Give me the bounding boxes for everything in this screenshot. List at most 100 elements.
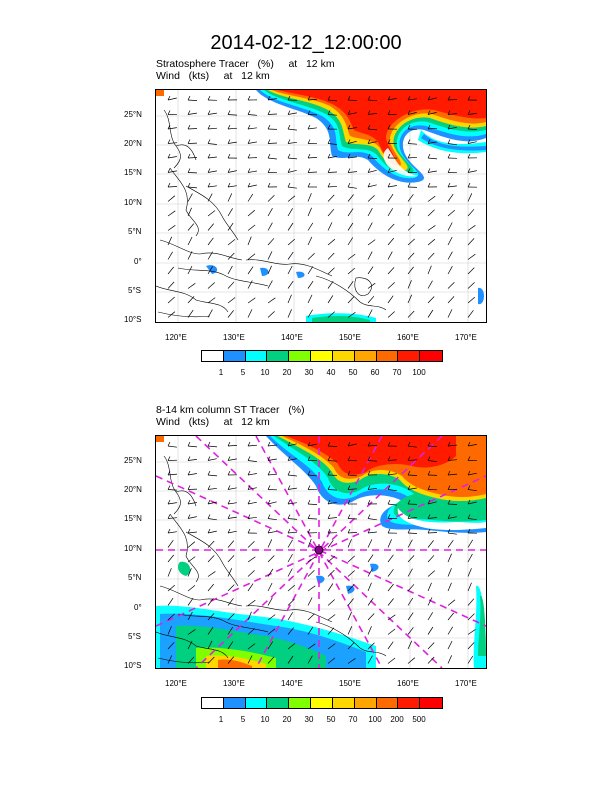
wind-barb-feather [387,470,391,476]
wind-barb [207,156,217,159]
wind-barb [207,251,213,260]
wind-barb [367,266,374,275]
wind-barb-feather [447,514,451,519]
wind-barb-feather [267,441,271,447]
wind-barb [427,517,437,519]
wind-barb [447,640,453,650]
wind-barb [427,582,432,592]
wind-barb [267,311,275,318]
panel2-legend-label: 1 [218,715,224,724]
wind-barb [187,128,198,130]
wind-barb [287,643,296,650]
wind-barb [347,194,354,202]
wind-barb [387,185,397,188]
wind-barb [387,251,393,260]
wind-barb [347,267,356,275]
panel2-colorbar [201,697,443,709]
wind-barb [247,266,254,275]
panel1-lon-label: 130°E [223,333,245,342]
wind-barb [167,195,176,202]
wind-barb [247,599,256,606]
wind-barb-feather [287,441,291,447]
wind-barb [347,171,358,173]
wind-barb-feather [387,499,391,505]
wind-barb [227,310,234,318]
panel1-lat-label: 10°S [124,315,142,324]
wind-barb [187,112,197,115]
wind-barb [427,112,437,115]
wind-barb-feather [267,139,271,144]
wind-barb-feather [207,441,211,447]
panel1-subtitle: Stratosphere Tracer (%) at 12 km [156,58,335,70]
wind-barb-feather [227,139,231,144]
panel1-lon-label: 120°E [165,333,187,342]
wind-barb [167,502,177,505]
panel2-center-marker [314,545,324,555]
wind-barb [287,531,298,534]
wind-barb [247,460,257,462]
wind-barb-feather [347,441,351,447]
wind-barb [167,473,178,476]
wind-barb-feather [167,153,171,159]
panel1-map [155,89,487,323]
wind-barb [347,598,354,606]
wind-barb-feather [407,153,411,159]
wind-barb [447,251,453,260]
wind-barb-feather [167,456,171,461]
wind-barb [167,210,176,217]
wind-barb [207,282,215,289]
colorbar-swatch [202,351,224,361]
wind-barb-feather [447,168,451,173]
wind-barb-feather [287,182,291,188]
wind-barb [367,208,373,217]
wind-barb-feather [447,110,451,115]
wind-barb [227,281,235,289]
wind-barb [187,223,195,231]
wind-barb [207,193,213,202]
wind-barb [387,223,395,231]
wind-barb [447,193,454,202]
wind-barb [387,614,396,621]
panel1-lon-label: 150°E [339,333,361,342]
panel1-colorbar [201,350,443,362]
wind-barb [207,487,217,490]
wind-barb [467,238,475,246]
wind-barb [247,193,254,202]
colorbar-swatch [420,698,442,708]
wind-barb-feather [407,514,411,519]
wind-barb-feather [387,528,391,534]
wind-barb [247,643,256,650]
wind-barb [447,281,455,289]
wind-barb [407,156,418,159]
wind-barb [387,503,397,506]
wind-barb [347,208,354,217]
wind-barb [247,556,256,563]
wind-barb [427,209,435,217]
wind-barb [427,309,434,318]
wind-barb [347,127,357,130]
wind-barb [307,127,317,130]
wind-barb-feather [427,528,431,534]
wind-barb-feather [427,456,431,461]
wind-barb [447,582,452,592]
wind-barb-feather [167,182,171,188]
wind-barb-feather [167,528,171,534]
wind-barb-feather [467,168,471,173]
wind-barb [407,207,412,217]
wind-barb-feather [347,139,351,144]
wind-barb-feather [467,441,471,447]
wind-barb [347,222,354,231]
wind-barb-feather [307,514,311,519]
wind-barb [407,657,416,664]
wind-barb-feather [407,441,411,447]
wind-barb-feather [427,139,431,144]
wind-barb [327,501,337,505]
wind-barb [407,627,414,635]
wind-barb [287,195,296,202]
wind-barb [367,626,372,635]
wind-barb-feather [247,470,251,476]
wind-barb [327,194,335,202]
wind-barb [347,140,357,144]
wind-barb [227,516,237,519]
panel2-lon-label: 150°E [339,679,361,688]
